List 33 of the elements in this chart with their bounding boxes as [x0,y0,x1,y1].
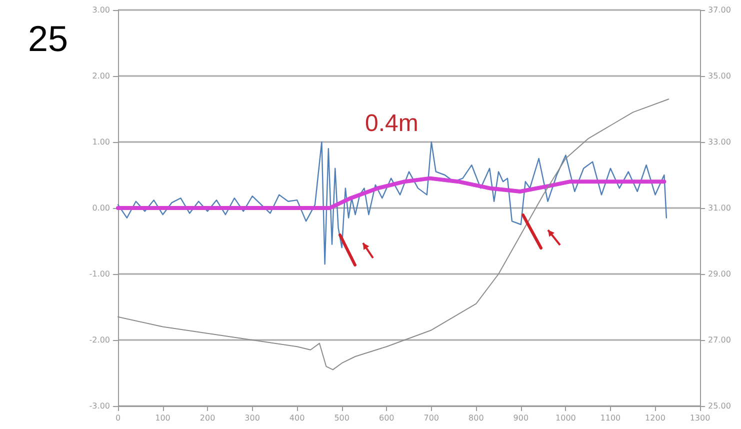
y-tick-label: 0.00 [92,204,110,212]
y-tick-label: -1.00 [89,270,110,278]
line-series [116,176,666,210]
x-tick-label: 900 [513,414,529,422]
annotation: 0.4m [365,110,418,138]
y-tick-label: -3.00 [89,402,110,410]
y-tick-label: 3.00 [92,6,110,14]
x-tick-label: 500 [334,414,350,422]
x-tick-label: 200 [200,414,216,422]
text: 25 [28,18,68,60]
y-tick-label: 2.00 [92,72,110,80]
x-tick-label: 0 [115,414,121,422]
y2-tick-label: 37.00 [708,6,731,14]
y-tick-label: -2.00 [89,336,110,344]
y2-tick-label: 31.00 [708,204,731,212]
y2-tick-label: 35.00 [708,72,731,80]
x-tick-label: 600 [378,414,394,422]
y2-tick-label: 29.00 [708,270,731,278]
y2-tick-label: 27.00 [708,336,731,344]
x-tick-label: 1100 [600,414,621,422]
x-tick-label: 1000 [556,414,576,422]
line-series [117,141,668,265]
x-tick-label: 1300 [690,414,710,422]
y2-tick-label: 25.00 [708,402,731,410]
line-series [118,98,670,370]
y2-tick-label: 33.00 [708,138,731,146]
x-tick-label: 700 [424,414,440,422]
x-tick-label: 1200 [645,414,666,422]
x-tick-label: 300 [244,414,260,422]
x-tick-label: 400 [289,414,305,422]
y-tick-label: 1.00 [92,138,110,146]
x-tick-label: 800 [468,414,484,422]
x-tick-label: 100 [155,414,170,422]
